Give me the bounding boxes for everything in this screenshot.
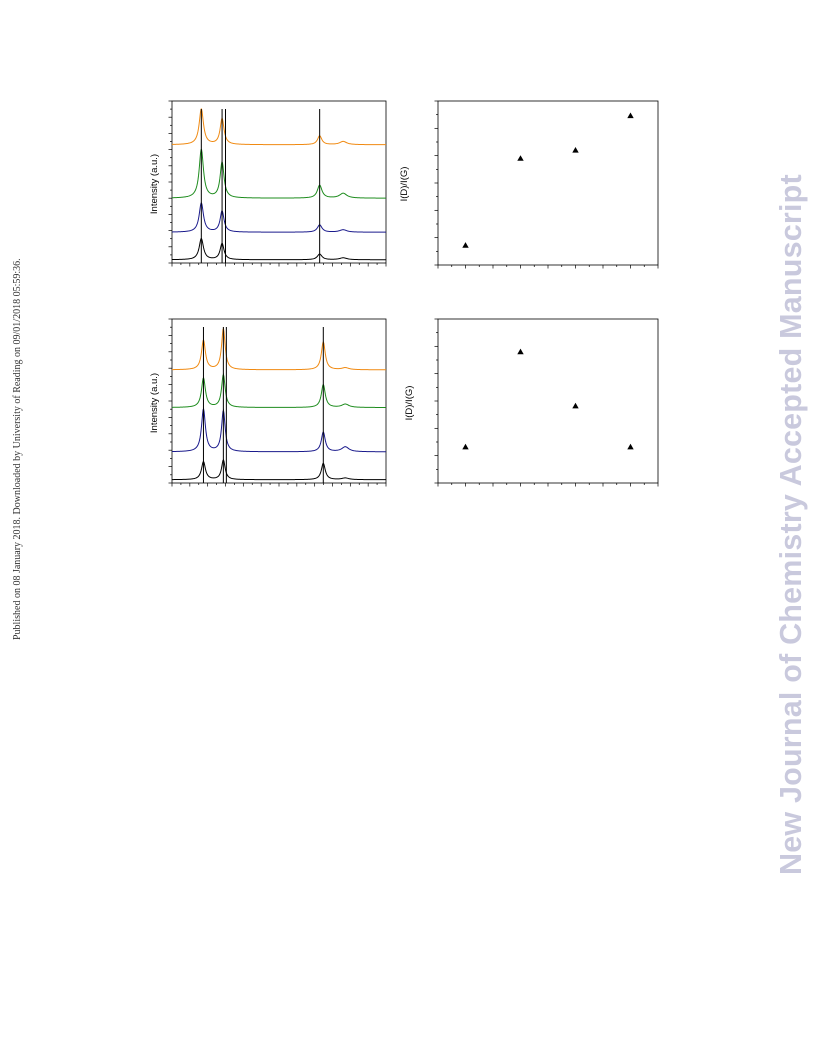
plot-area (168, 318, 387, 487)
spectra-chart-bottom: Intensity (a.u.) (149, 318, 387, 487)
journal-watermark: New Journal of Chemistry Accepted Manusc… (774, 174, 808, 875)
y-axis-label: Intensity (a.u.) (149, 373, 160, 433)
data-point-4 (627, 443, 634, 450)
plot-frame (437, 318, 659, 484)
y-axis-label: Intensity (a.u.) (149, 154, 160, 214)
spectrum-series-2 (171, 372, 386, 408)
spectrum-series-1 (171, 108, 386, 146)
y-axis-label: I(D)/I(G) (399, 167, 410, 202)
y-axis-label: I(D)/I(G) (404, 386, 415, 421)
plot-area (434, 318, 659, 487)
spectrum-series-2 (171, 148, 386, 199)
spectra-chart-top: Intensity (a.u.) (149, 100, 387, 267)
spectrum-series-3 (171, 202, 386, 233)
data-point-3 (572, 402, 579, 409)
plot-frame (437, 100, 659, 266)
data-point-2 (517, 348, 524, 355)
spectrum-series-4 (172, 458, 386, 481)
data-point-3 (572, 147, 579, 153)
data-point-2 (517, 155, 524, 161)
spectrum-series-4 (171, 238, 386, 261)
ratio-chart-top: I(D)/I(G) (399, 100, 659, 269)
data-point-1 (462, 443, 469, 450)
data-point-4 (627, 112, 634, 119)
plot-area (168, 100, 387, 267)
spectrum-series-1 (171, 326, 386, 371)
data-point-1 (462, 242, 469, 248)
publication-note: Published on 08 January 2018. Downloaded… (12, 258, 23, 640)
spectrum-series-3 (171, 407, 386, 453)
ratio-chart-bottom: I(D)/I(G) (404, 318, 659, 487)
plot-area (434, 100, 659, 269)
